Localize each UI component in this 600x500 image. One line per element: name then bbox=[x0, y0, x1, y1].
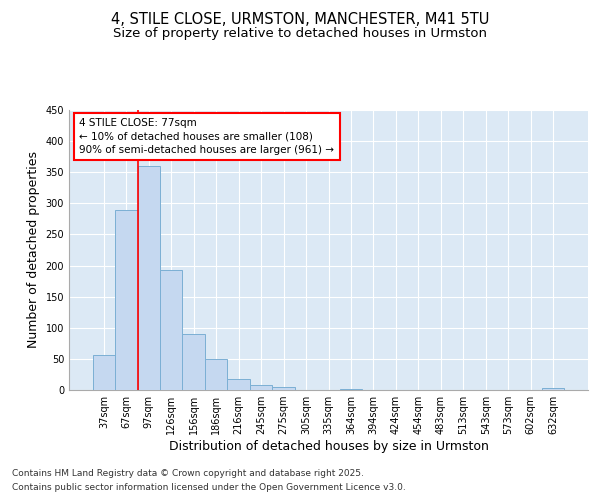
Text: Contains HM Land Registry data © Crown copyright and database right 2025.: Contains HM Land Registry data © Crown c… bbox=[12, 468, 364, 477]
Bar bbox=[250, 385, 272, 390]
Bar bbox=[272, 387, 295, 390]
Bar bbox=[542, 388, 565, 390]
Text: 4 STILE CLOSE: 77sqm
← 10% of detached houses are smaller (108)
90% of semi-deta: 4 STILE CLOSE: 77sqm ← 10% of detached h… bbox=[79, 118, 334, 155]
Bar bbox=[115, 210, 137, 390]
Bar bbox=[137, 166, 160, 390]
Bar bbox=[227, 379, 250, 390]
Bar bbox=[92, 354, 115, 390]
Text: Size of property relative to detached houses in Urmston: Size of property relative to detached ho… bbox=[113, 28, 487, 40]
Bar bbox=[160, 270, 182, 390]
Y-axis label: Number of detached properties: Number of detached properties bbox=[27, 152, 40, 348]
X-axis label: Distribution of detached houses by size in Urmston: Distribution of detached houses by size … bbox=[169, 440, 488, 453]
Bar bbox=[205, 359, 227, 390]
Bar bbox=[182, 334, 205, 390]
Text: 4, STILE CLOSE, URMSTON, MANCHESTER, M41 5TU: 4, STILE CLOSE, URMSTON, MANCHESTER, M41… bbox=[111, 12, 489, 28]
Text: Contains public sector information licensed under the Open Government Licence v3: Contains public sector information licen… bbox=[12, 484, 406, 492]
